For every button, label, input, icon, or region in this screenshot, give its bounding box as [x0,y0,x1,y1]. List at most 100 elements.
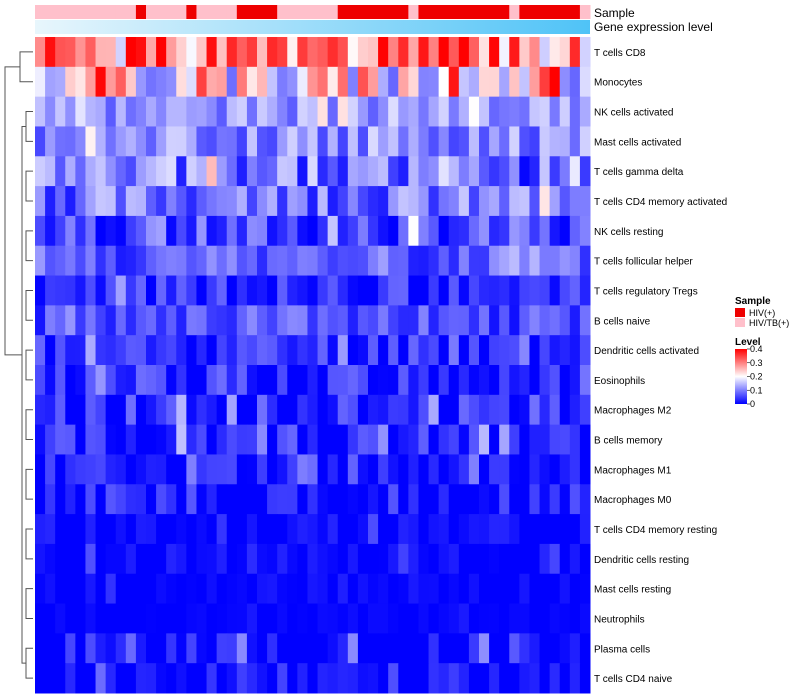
legend-level-tick-label: 0.3 [750,358,763,368]
heatmap-cell [408,394,419,426]
heatmap-cell [569,603,581,634]
heatmap-cell [428,156,440,187]
heatmap-cell [438,335,450,366]
heatmap-cell [85,484,97,515]
heatmap-cell [337,305,349,336]
heatmap-cell [489,156,500,187]
heatmap-cell [519,66,530,98]
heatmap-cell [166,186,177,217]
heatmap-cell [559,514,571,545]
heatmap-cell [378,126,389,157]
heatmap-cell [146,37,157,68]
heatmap-cell [489,394,500,426]
heatmap-cell [529,37,541,68]
heatmap-cell [307,573,319,605]
heatmap-cell [55,394,66,426]
heatmap-cell [226,454,238,485]
heatmap-cell [277,633,288,664]
heatmap-cell [317,424,329,455]
heatmap-cell [146,215,157,247]
row-label: Monocytes [594,78,642,89]
heatmap-cell [559,96,571,127]
heatmap-cell [257,454,268,485]
heatmap-cell [115,514,127,545]
heatmap-cell [559,633,571,664]
heatmap-cell [307,245,319,277]
heatmap-cell [509,126,520,157]
heatmap-cell [479,484,490,515]
heatmap-cell [85,156,97,187]
heatmap-cell [287,96,298,127]
heatmap-cell [257,156,268,187]
heatmap-cell [418,156,430,187]
sample-annotation-cell [65,5,76,19]
heatmap-cell [468,394,480,426]
heatmap-cell [267,633,278,664]
heatmap-cell [75,186,86,217]
heatmap-cell [146,305,157,336]
heatmap-cell [317,126,329,157]
heatmap-cell [398,156,409,187]
heatmap-cell [549,394,561,426]
heatmap-cell [317,663,329,694]
heatmap-cell [408,186,419,217]
heatmap-cell [448,543,460,575]
heatmap-cell [35,335,46,366]
heatmap-cell [125,603,137,634]
heatmap-cell [428,186,440,217]
heatmap-cell [135,514,147,545]
heatmap-cell [468,424,480,455]
heatmap-cell [135,305,147,336]
heatmap-cell [317,514,329,545]
heatmap-cell [236,186,248,217]
heatmap-cell [236,156,248,187]
heatmap-cell [489,305,500,336]
heatmap-cell [105,215,117,247]
heatmap-cell [499,245,510,277]
heatmap-cell [206,245,218,277]
heatmap-cell [156,424,167,455]
heatmap-cell [448,245,460,277]
heatmap-cell [458,126,470,157]
heatmap-cell [509,394,520,426]
heatmap-cell [287,305,298,336]
heatmap-cell [448,37,460,68]
heatmap-cell [115,543,127,575]
heatmap-cell [35,96,46,127]
heatmap-cell [236,126,248,157]
heatmap-cell [499,37,510,68]
heatmap-cell [458,335,470,366]
heatmap-cell [85,514,97,545]
heatmap-cell [388,275,399,306]
heatmap-cell [347,37,359,68]
sample-annotation-cell [166,5,177,19]
heatmap-cell [236,514,248,545]
heatmap-cell [226,96,238,127]
heatmap-cell [277,603,288,634]
heatmap-cell [479,275,490,306]
heatmap-cell [378,484,389,515]
heatmap-cell [317,275,329,306]
heatmap-cell [55,543,66,575]
heatmap-cell [156,663,167,694]
heatmap-cell [135,365,147,396]
sample-annotation-cell [549,5,561,19]
heatmap-cell [75,514,86,545]
heatmap-cell [519,245,530,277]
heatmap-cell [529,156,541,187]
heatmap-cell [418,245,430,277]
heatmap-cell [206,335,218,366]
heatmap-cell [297,156,308,187]
heatmap-cell [135,484,147,515]
heatmap-cell [95,633,107,664]
heatmap-cell [196,394,208,426]
heatmap-cell [499,454,510,485]
heatmap-cell [559,365,571,396]
heatmap-cell [125,96,137,127]
heatmap-cell [529,365,541,396]
heatmap-cell [55,603,66,634]
heatmap-cell [519,424,530,455]
heatmap-cell [519,573,530,605]
sample-annotation-cell [327,5,339,19]
heatmap-cell [95,96,107,127]
